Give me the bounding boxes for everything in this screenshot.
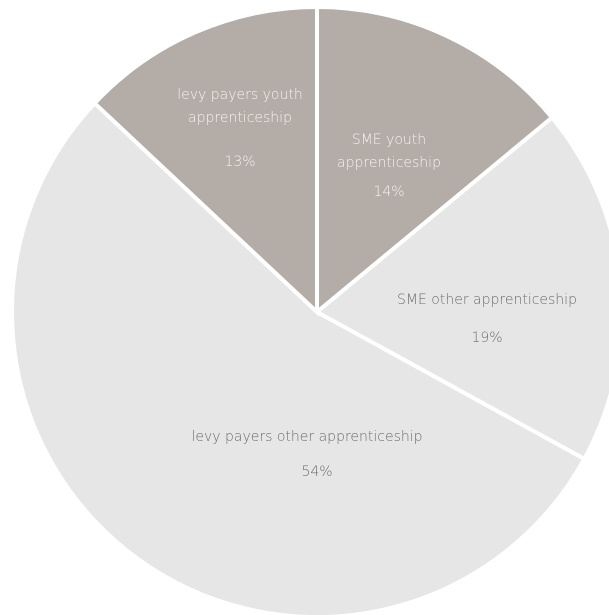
value-label: 14% [373,184,405,200]
pie-slice [315,4,555,317]
value-label: 19% [471,330,503,346]
slice-label: levy payers youth apprenticeship [177,87,303,126]
slice-label: levy payers other apprenticeship [191,429,423,445]
pie-slice [91,4,319,317]
pie-slice [10,100,587,615]
value-label: 54% [301,464,333,480]
slice-label: SME youth apprenticeship [337,132,441,171]
value-label: 13% [224,154,256,170]
pie-slice [313,114,609,462]
slice-label: SME other apprenticeship [397,292,577,308]
